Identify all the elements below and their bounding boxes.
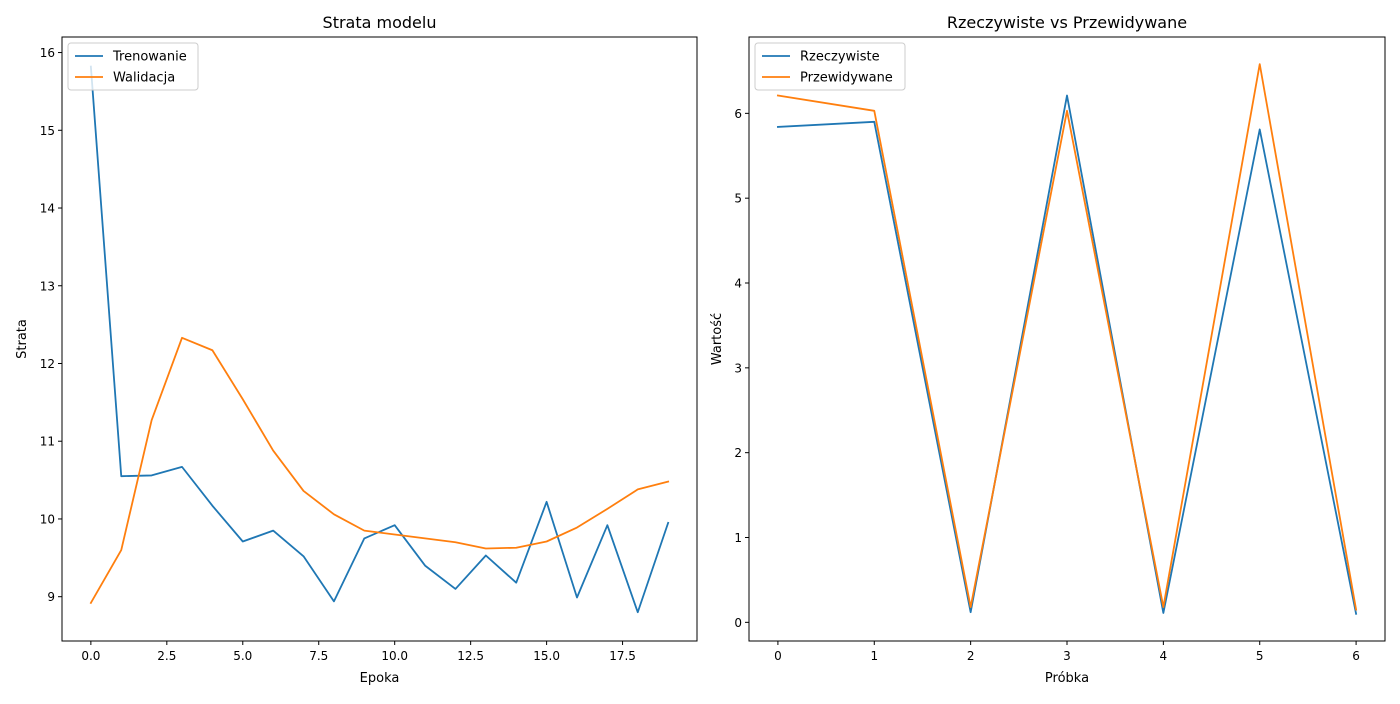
chart-2-xtick-label: 2 [967,649,975,663]
chart-1-title: Strata modelu [323,13,437,32]
chart-2-xtick-label: 0 [774,649,782,663]
chart-2-ytick-label: 4 [734,277,742,291]
chart-1-series-orange-line [89,336,670,605]
chart-2-legend: Rzeczywiste Przewidywane [754,42,906,91]
chart-2-xtick-label: 5 [1256,649,1264,663]
chart-1-ytick-label: 14 [40,202,55,216]
chart-1-axes-frame [61,36,698,642]
chart-1-legend-label: Trenowanie [112,50,187,65]
chart-1-series-blue-line [89,65,670,614]
chart-2-ytick-label: 0 [734,616,742,630]
chart-1-ytick-label: 10 [40,512,55,526]
chart-2-xtick-label: 3 [1063,649,1071,663]
chart-2-xtick-label: 1 [870,649,878,663]
chart-1-xtick-label: 0.0 [81,649,100,663]
chart-2-ytick-label: 5 [734,192,742,206]
chart-1-legend-box [67,42,199,91]
chart-2-xtick-label: 6 [1352,649,1360,663]
chart-1-xtick-label: 17.5 [609,649,636,663]
chart-1-ylabel: Strata [15,319,30,359]
chart-2-series-blue-line [776,94,1358,615]
chart-2-axes-frame [748,36,1386,642]
chart-2-ytick-label: 2 [734,446,742,460]
chart-2-ylabel: Wartość [710,313,725,365]
chart-2-legend-box [754,42,906,91]
chart-1-ytick-label: 11 [40,435,55,449]
chart-2-xtick-label: 4 [1160,649,1168,663]
chart-2-xlabel: Próbka [1045,671,1089,686]
chart-1-xtick-label: 5.0 [233,649,252,663]
chart-1-ytick-label: 15 [40,124,55,138]
chart-1-ytick-label: 16 [40,46,55,60]
chart-2-ytick-label: 6 [734,107,742,121]
chart-2-ytick-label: 3 [734,361,742,375]
chart-2-legend-label: Przewidywane [800,71,893,86]
chart-1-legend-label: Walidacja [113,71,175,86]
chart-1-xtick-label: 7.5 [309,649,328,663]
chart-1-ytick-label: 12 [40,357,55,371]
chart-1: Strata modelu 0.0 2.5 5.0 7.5 10.0 12.5 15.0 17.… [15,13,698,686]
chart-2-ytick-label: 1 [734,531,742,545]
chart-1-xtick-label: 12.5 [457,649,484,663]
chart-2-series-orange-line [776,63,1358,611]
chart-2-legend-label: Rzeczywiste [800,50,880,65]
chart-1-ytick-label: 13 [40,279,55,293]
chart-1-xtick-label: 15.0 [533,649,560,663]
chart-1-xtick-label: 2.5 [157,649,176,663]
chart-2: Rzeczywiste vs Przewidywane 0 1 2 3 4 5 6 0 1 2 3 4 5… [710,13,1386,686]
chart-1-xtick-label: 10.0 [381,649,408,663]
chart-1-ytick-label: 9 [47,590,55,604]
chart-1-xlabel: Epoka [360,671,400,686]
chart-1-legend: Trenowanie Walidacja [67,42,199,91]
chart-2-title: Rzeczywiste vs Przewidywane [947,13,1187,32]
